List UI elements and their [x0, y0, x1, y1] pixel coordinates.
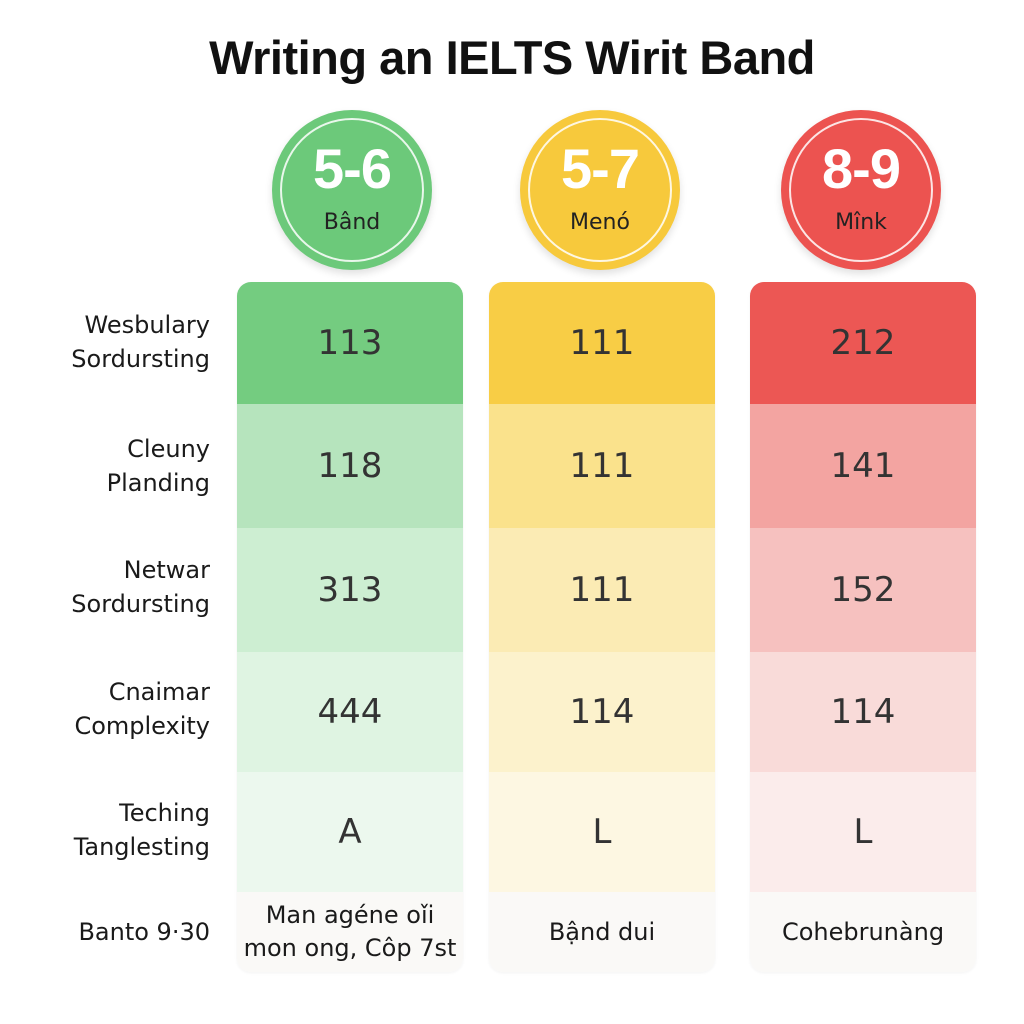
- page-title: Writing an IELTS Wirit Band: [209, 31, 815, 84]
- row-label: Teching Tanglesting: [20, 796, 210, 864]
- row-label-line: Netwar: [123, 556, 210, 584]
- footer-line: mon ong, Côp 7st: [243, 934, 457, 962]
- band-label: Mînk: [835, 210, 887, 235]
- badge-ring: [789, 118, 933, 262]
- band-column-red: 212 141 152 114 L Cohebrunàng: [750, 282, 976, 972]
- row-label-line: Sordursting: [71, 590, 210, 618]
- footer-line: Bậnd dui: [548, 917, 656, 946]
- score-cell: 313: [237, 528, 463, 652]
- band-footer-note: Bậnd dui: [489, 892, 715, 972]
- band-column-green: 113 118 313 444 A Man agéne oǐi mon ong,…: [237, 282, 463, 972]
- row-label-line: Cleuny: [127, 435, 210, 463]
- row-label: Cleuny Planding: [20, 432, 210, 500]
- score-cell: 212: [750, 282, 976, 404]
- band-range: 5-6: [313, 137, 392, 200]
- score-cell: 444: [237, 652, 463, 772]
- band-range: 8-9: [822, 137, 901, 200]
- score-cell: 111: [489, 282, 715, 404]
- score-cell: 114: [489, 652, 715, 772]
- row-label: Cnaimar Complexity: [20, 675, 210, 743]
- score-cell: L: [750, 772, 976, 892]
- score-cell: 118: [237, 404, 463, 528]
- row-label: Netwar Sordursting: [20, 553, 210, 621]
- band-column-yellow: 111 111 111 114 L Bậnd dui: [489, 282, 715, 972]
- band-range: 5-7: [561, 137, 640, 200]
- score-cell: 111: [489, 404, 715, 528]
- score-cell: 152: [750, 528, 976, 652]
- footer-line: Cohebrunàng: [781, 917, 945, 946]
- row-label: Banto 9·30: [20, 915, 210, 949]
- row-label-line: Planding: [106, 469, 210, 497]
- band-label: Menó: [570, 210, 630, 235]
- band-badge-red: 8-9 Mînk: [781, 110, 941, 270]
- score-cell: A: [237, 772, 463, 892]
- score-cell: 141: [750, 404, 976, 528]
- row-label-line: Wesbulary: [84, 311, 210, 339]
- footer-line: Man agéne oǐi: [265, 901, 435, 929]
- band-label: Bând: [323, 210, 381, 235]
- band-badge-green: 5-6 Bând: [272, 110, 432, 270]
- badge-ring: [528, 118, 672, 262]
- row-label-line: Sordursting: [71, 345, 210, 373]
- score-cell: 113: [237, 282, 463, 404]
- row-label: Wesbulary Sordursting: [20, 308, 210, 376]
- band-footer-note: Man agéne oǐi mon ong, Côp 7st: [237, 892, 463, 972]
- band-badge-yellow: 5-7 Menó: [520, 110, 680, 270]
- row-label-line: Teching: [119, 799, 210, 827]
- row-label-line: Cnaimar: [108, 678, 210, 706]
- row-label-line: Complexity: [74, 712, 210, 740]
- row-label-line: Tanglesting: [73, 833, 210, 861]
- score-cell: L: [489, 772, 715, 892]
- band-footer-note: Cohebrunàng: [750, 892, 976, 972]
- score-cell: 114: [750, 652, 976, 772]
- row-label-line: Banto 9·30: [78, 918, 210, 946]
- badge-ring: [280, 118, 424, 262]
- score-cell: 111: [489, 528, 715, 652]
